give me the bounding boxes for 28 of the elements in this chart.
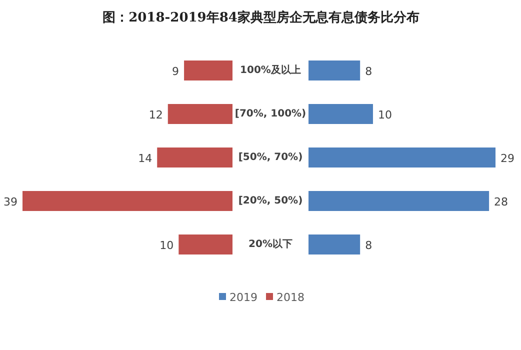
data-label: 8 [365, 65, 372, 78]
bar [308, 60, 360, 81]
bar [22, 190, 232, 212]
text: 图：2018-2019年84家典型房企无息有息债务比分布 [102, 10, 420, 26]
bar [308, 234, 360, 255]
legend-label: 2018 [276, 291, 304, 304]
bar [157, 147, 232, 168]
bar [308, 147, 496, 168]
data-label: 8 [365, 239, 372, 252]
bar [168, 104, 232, 124]
data-label: 39 [4, 196, 18, 208]
data-label: 9 [172, 65, 180, 78]
bar [308, 104, 373, 124]
y-tick-label: [20%, 50%) [238, 196, 303, 206]
y-tick-label: 100%及以上 [240, 64, 301, 76]
data-label: 14 [138, 152, 152, 165]
y-tick-label: 20%以下 [248, 238, 292, 250]
y-tick-label: [50%, 70%) [238, 152, 303, 163]
bar [308, 190, 490, 212]
data-label: 10 [378, 108, 392, 122]
legend-label: 2019 [230, 291, 258, 304]
data-label: 28 [494, 196, 508, 208]
bar [184, 60, 232, 81]
data-label: 10 [160, 239, 174, 252]
y-tick-label: [70%, 100%) [234, 108, 306, 120]
data-label: 29 [500, 152, 514, 165]
bar [178, 234, 232, 255]
data-label: 12 [148, 108, 163, 122]
